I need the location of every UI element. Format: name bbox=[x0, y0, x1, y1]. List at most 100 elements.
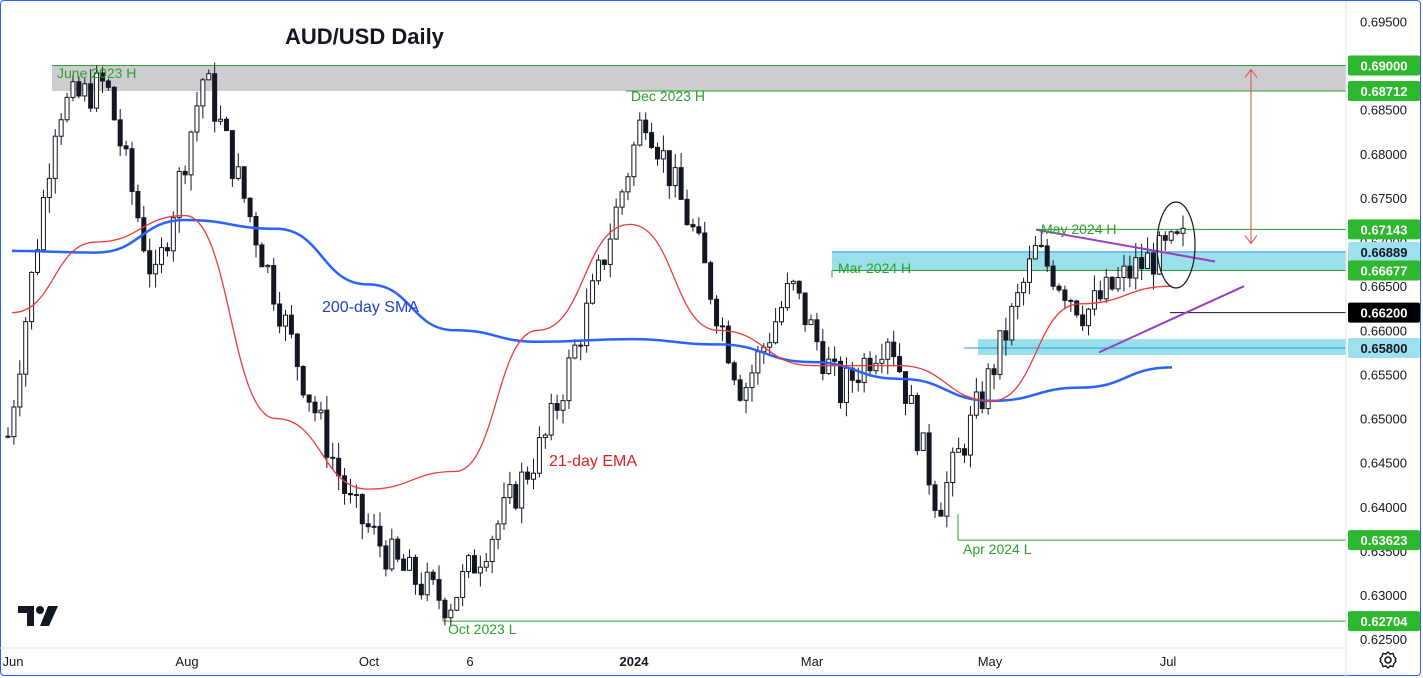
candle bbox=[873, 355, 879, 375]
x-tick-label: Jun bbox=[3, 654, 24, 669]
y-tick-label: 0.67500 bbox=[1360, 191, 1407, 206]
candle-body bbox=[790, 280, 796, 285]
candle bbox=[1174, 229, 1180, 236]
y-tick-label: 0.64000 bbox=[1360, 500, 1407, 515]
candle bbox=[147, 238, 153, 288]
candle bbox=[436, 565, 442, 610]
candle-body bbox=[1068, 299, 1074, 302]
candle-body bbox=[891, 341, 897, 358]
candle bbox=[194, 92, 200, 142]
candle-body bbox=[920, 432, 926, 452]
candle-body bbox=[767, 342, 773, 348]
y-tick-label: 0.68500 bbox=[1360, 103, 1407, 118]
candle-body bbox=[271, 264, 277, 305]
candle bbox=[1091, 275, 1097, 316]
price-label-bg bbox=[1348, 530, 1420, 551]
candle-body bbox=[212, 73, 218, 122]
candle-body bbox=[737, 379, 743, 401]
chart-title: AUD/USD Daily bbox=[285, 24, 444, 49]
candle-body bbox=[950, 451, 956, 484]
candle-body bbox=[483, 561, 489, 568]
candle-body bbox=[625, 176, 631, 193]
candle bbox=[371, 513, 377, 535]
candle-body bbox=[259, 244, 265, 268]
candle-body bbox=[613, 206, 619, 240]
tradingview-logo[interactable] bbox=[18, 604, 60, 633]
candle-body bbox=[454, 596, 460, 611]
candle-body bbox=[578, 344, 584, 347]
candle bbox=[477, 555, 483, 587]
candle bbox=[725, 320, 731, 365]
candle-body bbox=[365, 523, 371, 528]
candle bbox=[950, 447, 956, 497]
candle bbox=[135, 184, 141, 222]
annotation-dec-high: Dec 2023 H bbox=[631, 88, 705, 104]
candle-body bbox=[395, 538, 401, 560]
target-arrow-head-up bbox=[1244, 68, 1258, 78]
candle bbox=[283, 309, 289, 341]
x-tick-label: 6 bbox=[466, 654, 473, 669]
candle bbox=[40, 189, 46, 253]
candle bbox=[660, 135, 666, 173]
candle bbox=[82, 78, 88, 102]
candle bbox=[35, 239, 41, 275]
candle bbox=[554, 394, 560, 420]
candle-body bbox=[1109, 276, 1115, 290]
y-tick-label: 0.64500 bbox=[1360, 456, 1407, 471]
candle-body bbox=[649, 132, 655, 148]
candle-body bbox=[460, 571, 466, 598]
candle bbox=[23, 317, 29, 387]
candle bbox=[767, 332, 773, 355]
settings-gear-icon[interactable] bbox=[1378, 650, 1398, 675]
candle-body bbox=[619, 191, 625, 208]
candle-body bbox=[796, 280, 802, 294]
candle bbox=[619, 189, 625, 215]
candle-body bbox=[471, 555, 477, 574]
price-label-text: 0.69000 bbox=[1361, 59, 1408, 74]
candle-body bbox=[1021, 281, 1027, 294]
price-label-text: 0.62704 bbox=[1361, 614, 1409, 629]
candle-body bbox=[855, 379, 861, 384]
candle bbox=[1133, 243, 1139, 290]
candle-body bbox=[879, 358, 885, 364]
candle-body bbox=[873, 362, 879, 372]
price-label: 0.67143 bbox=[1348, 219, 1420, 240]
candle-body bbox=[1080, 314, 1086, 327]
candle bbox=[914, 392, 920, 456]
candle-body bbox=[1145, 252, 1151, 270]
candle-body bbox=[11, 406, 17, 438]
candle bbox=[790, 279, 796, 291]
candle bbox=[743, 382, 749, 414]
candle-body bbox=[536, 437, 542, 474]
candle bbox=[784, 272, 790, 311]
candle-body bbox=[566, 357, 572, 402]
candle bbox=[572, 339, 578, 360]
candle bbox=[223, 116, 229, 132]
candle bbox=[926, 423, 932, 495]
x-tick-label: Jul bbox=[1160, 654, 1177, 669]
candle-body bbox=[76, 81, 82, 97]
x-axis: Jun Aug Oct 6 2024 Mar May Jul bbox=[0, 647, 1346, 669]
y-tick-label: 0.66500 bbox=[1360, 279, 1407, 294]
candle bbox=[407, 549, 413, 571]
candle-body bbox=[306, 394, 312, 403]
candle bbox=[531, 458, 537, 490]
candle-body bbox=[94, 72, 100, 109]
candle-body bbox=[88, 83, 94, 109]
candle-body bbox=[330, 456, 336, 459]
candle bbox=[1021, 277, 1027, 306]
candle bbox=[737, 374, 743, 402]
candle bbox=[11, 399, 17, 445]
annotation-june-high: June 2023 H bbox=[57, 65, 136, 81]
y-tick-label: 0.66000 bbox=[1360, 323, 1407, 338]
candle bbox=[483, 552, 489, 572]
candle-body bbox=[690, 224, 696, 228]
price-label: 0.68712 bbox=[1348, 80, 1420, 101]
candle-body bbox=[135, 190, 141, 219]
candle bbox=[235, 153, 241, 181]
annotation-oct-low: Oct 2023 L bbox=[448, 621, 517, 637]
candle bbox=[94, 65, 100, 112]
candle-body bbox=[684, 198, 690, 226]
candle-body bbox=[1127, 265, 1133, 279]
